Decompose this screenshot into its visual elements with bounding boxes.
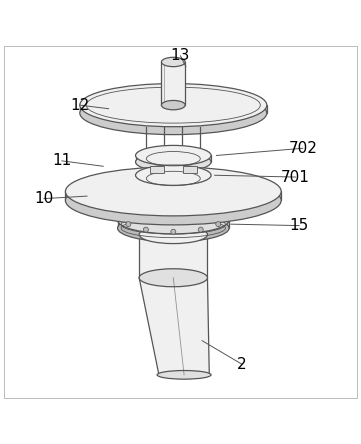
Ellipse shape [118,206,229,234]
Polygon shape [161,62,185,105]
Ellipse shape [135,145,211,166]
Ellipse shape [139,226,208,244]
Ellipse shape [80,91,267,135]
Ellipse shape [135,172,211,192]
Polygon shape [135,175,211,182]
Ellipse shape [135,152,211,172]
Text: 11: 11 [52,153,71,168]
Polygon shape [80,105,267,113]
Polygon shape [150,166,164,173]
Polygon shape [135,155,211,162]
Text: 12: 12 [70,98,90,113]
Ellipse shape [65,167,281,216]
Polygon shape [118,220,229,228]
Polygon shape [65,191,281,200]
Text: 2: 2 [237,357,247,372]
Polygon shape [139,278,209,375]
Text: 13: 13 [171,48,190,63]
Ellipse shape [157,371,211,379]
Ellipse shape [80,83,267,127]
Circle shape [198,227,203,232]
Ellipse shape [161,100,185,110]
Circle shape [126,222,131,226]
Polygon shape [183,166,197,173]
Text: 15: 15 [290,218,309,233]
Ellipse shape [161,57,185,67]
Text: 702: 702 [288,141,317,156]
Circle shape [216,222,221,226]
Ellipse shape [118,214,229,242]
Circle shape [171,229,176,234]
Ellipse shape [65,176,281,225]
Text: 10: 10 [34,191,53,206]
Circle shape [143,227,148,232]
Ellipse shape [135,165,211,185]
Text: 701: 701 [281,170,310,185]
Polygon shape [139,234,208,278]
Ellipse shape [139,269,208,287]
